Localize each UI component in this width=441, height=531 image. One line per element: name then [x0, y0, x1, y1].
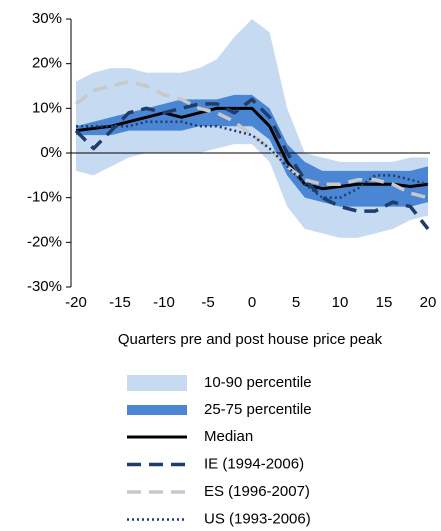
x-tick-label: -15: [109, 294, 131, 311]
y-tick-label: 0%: [40, 144, 62, 161]
legend-swatch: [127, 375, 187, 391]
legend-label: 10-90 percentile: [204, 374, 312, 391]
line: [74, 97, 430, 231]
legend-label: ES (1996-2007): [204, 483, 310, 500]
y-tick-label: -20%: [27, 233, 62, 250]
x-tick-label: 5: [292, 294, 300, 311]
y-tick-label: -30%: [27, 278, 62, 295]
x-tick-label: 10: [332, 294, 349, 311]
y-tick-label: -10%: [27, 189, 62, 206]
x-axis-label: Quarters pre and post house price peak: [118, 331, 383, 348]
line: [75, 106, 429, 191]
x-tick-label: -5: [201, 294, 214, 311]
y-tick-label: 10%: [32, 99, 62, 116]
x-tick-label: 20: [420, 294, 437, 311]
legend-label: Median: [204, 428, 253, 445]
x-tick-label: 0: [248, 294, 256, 311]
y-tick-label: 20%: [32, 55, 62, 72]
x-tick-label: -10: [153, 294, 175, 311]
y-tick-label: 30%: [32, 10, 62, 27]
legend-label: IE (1994-2006): [204, 455, 304, 472]
band: [76, 94, 428, 207]
legend-label: US (1993-2006): [204, 510, 311, 527]
legend-swatch: [127, 405, 187, 415]
x-tick-label: -20: [65, 294, 87, 311]
x-tick-label: 15: [376, 294, 393, 311]
legend-label: 25-75 percentile: [204, 401, 312, 418]
